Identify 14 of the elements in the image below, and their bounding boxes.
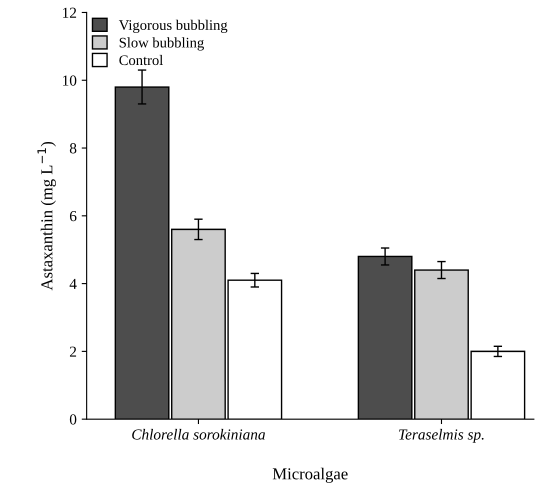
y-tick-label: 8 bbox=[70, 143, 76, 154]
legend-label: Control bbox=[119, 54, 163, 66]
y-tick-label: 4 bbox=[70, 278, 77, 289]
y-tick-label: 6 bbox=[70, 211, 76, 222]
legend-label: Vigorous bubbling bbox=[118, 20, 228, 33]
x-tick-label: Teraselmis sp. bbox=[399, 428, 484, 443]
y-tick-label: 2 bbox=[70, 346, 76, 357]
y-tick-label: 12 bbox=[62, 8, 76, 18]
x-axis-title: Microalgae bbox=[272, 468, 348, 483]
legend-label: Slow bubbling bbox=[120, 37, 204, 51]
y-tick-label: 10 bbox=[62, 75, 76, 86]
x-tick-label: Chlorella sorokiniana bbox=[132, 428, 265, 440]
y-axis-title: Astaxanthin (mg L$^{−1}$) bbox=[37, 142, 56, 290]
y-tick-label: 0 bbox=[70, 414, 76, 425]
